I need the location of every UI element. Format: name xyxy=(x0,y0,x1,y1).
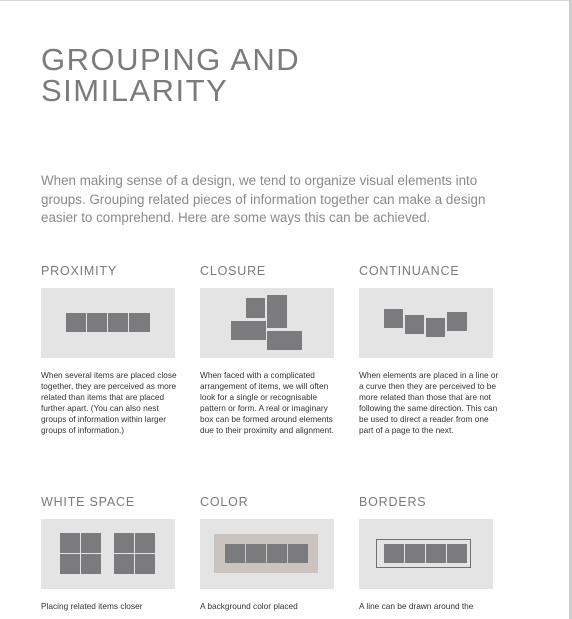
closure-square xyxy=(246,298,265,318)
proximity-square xyxy=(87,313,107,332)
continuance-illustration xyxy=(359,288,493,358)
white-space-description: Placing related items closer xyxy=(41,601,143,611)
closure-square xyxy=(231,321,266,340)
continuance-square xyxy=(447,312,467,331)
page-right-edge xyxy=(569,0,572,619)
closure-square xyxy=(267,331,302,350)
white-space-square xyxy=(60,554,80,574)
borders-square xyxy=(405,544,425,563)
page-top-edge xyxy=(0,0,572,1)
color-square xyxy=(267,544,287,563)
proximity-square xyxy=(66,313,86,332)
color-square xyxy=(288,544,308,563)
white-space-section: WHITE SPACE Placing related items closer xyxy=(41,494,181,611)
continuance-heading: CONTINUANCE xyxy=(359,264,460,278)
borders-square xyxy=(447,544,467,563)
white-space-heading: WHITE SPACE xyxy=(41,495,135,509)
white-space-square xyxy=(81,533,101,553)
color-square xyxy=(225,544,245,563)
borders-square xyxy=(426,544,446,563)
continuance-section: CONTINUANCE When elements are placed in … xyxy=(359,263,499,435)
borders-square xyxy=(384,544,404,563)
white-space-square xyxy=(60,533,80,553)
borders-illustration xyxy=(359,519,493,589)
borders-description: A line can be drawn around the xyxy=(359,601,474,611)
white-space-illustration xyxy=(41,519,175,589)
closure-section: CLOSURE When faced with a complicated ar… xyxy=(200,263,340,435)
continuance-square xyxy=(426,318,445,337)
continuance-description: When elements are placed in a line or a … xyxy=(359,370,499,435)
white-space-square xyxy=(135,533,155,553)
title-line-2: SIMILARITY xyxy=(41,73,229,108)
color-square xyxy=(246,544,266,563)
color-illustration xyxy=(200,519,334,589)
intro-paragraph: When making sense of a design, we tend t… xyxy=(41,173,486,225)
proximity-square xyxy=(129,313,150,332)
proximity-section: PROXIMITY When several items are placed … xyxy=(41,263,181,435)
continuance-square xyxy=(405,315,424,334)
color-heading: COLOR xyxy=(200,495,249,509)
borders-section: BORDERS A line can be drawn around the xyxy=(359,494,499,611)
white-space-square xyxy=(114,533,134,553)
borders-outline xyxy=(376,539,471,568)
closure-description: When faced with a complicated arrangemen… xyxy=(200,370,334,435)
borders-heading: BORDERS xyxy=(359,495,427,509)
proximity-illustration xyxy=(41,288,175,358)
white-space-square xyxy=(135,554,155,574)
color-section: COLOR A background color placed xyxy=(200,494,340,611)
white-space-square xyxy=(114,554,134,574)
closure-square xyxy=(267,295,287,328)
proximity-heading: PROXIMITY xyxy=(41,264,117,278)
page-title: GROUPING AND SIMILARITY xyxy=(41,44,461,106)
title-line-1: GROUPING AND xyxy=(41,42,301,77)
closure-illustration xyxy=(200,288,334,358)
closure-heading: CLOSURE xyxy=(200,264,267,278)
proximity-description: When several items are placed close toge… xyxy=(41,370,177,435)
white-space-square xyxy=(81,554,101,574)
color-description: A background color placed xyxy=(200,601,298,611)
proximity-square xyxy=(108,313,128,332)
continuance-square xyxy=(384,309,403,328)
